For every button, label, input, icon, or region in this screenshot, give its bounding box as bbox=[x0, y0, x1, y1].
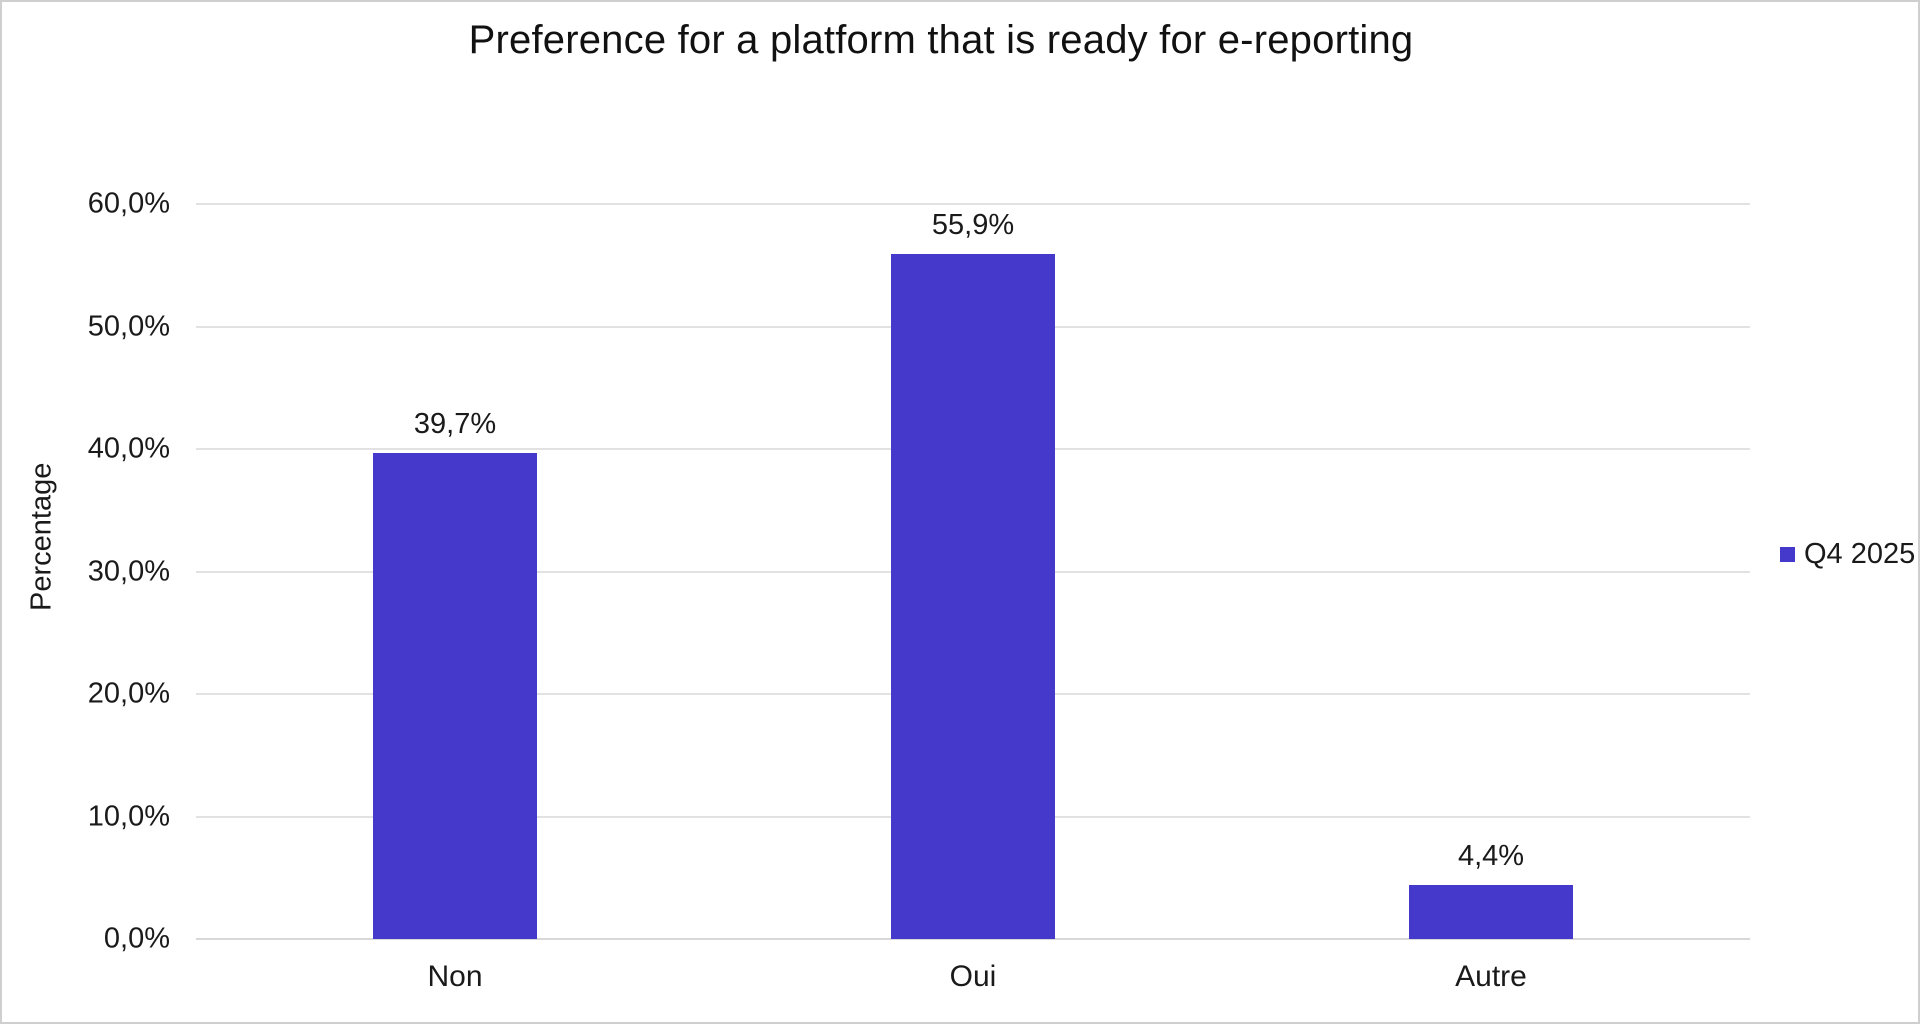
bar-value-label: 55,9% bbox=[931, 209, 1015, 242]
y-tick-label: 30,0% bbox=[87, 555, 170, 587]
gridline bbox=[196, 938, 1750, 940]
x-axis-label-non: Non bbox=[427, 960, 483, 993]
chart-title: Preference for a platform that is ready … bbox=[468, 18, 1414, 62]
bar-non bbox=[373, 452, 537, 939]
y-axis-tick-labels: 0,0% 10,0% 20,0% 30,0% 40,0% 50,0% 60,0% bbox=[2, 188, 172, 955]
y-tick-label: 40,0% bbox=[87, 432, 170, 465]
x-axis-label-oui: Oui bbox=[949, 960, 997, 993]
y-tick-label: 50,0% bbox=[87, 310, 170, 342]
gridline bbox=[196, 203, 1750, 205]
x-axis-label-autre: Autre bbox=[1455, 960, 1527, 993]
bar-oui bbox=[891, 254, 1055, 939]
bar-group-autre: 4,4% Autre bbox=[1232, 204, 1750, 993]
bar-value-label: 4,4% bbox=[1457, 840, 1525, 873]
y-tick-label: 60,0% bbox=[87, 187, 170, 220]
y-tick-label: 20,0% bbox=[87, 677, 170, 710]
plot-area: 39,7% Non 55,9% Oui 4,4% Autre bbox=[196, 204, 1750, 993]
y-tick-label: 0,0% bbox=[103, 922, 170, 955]
bar-group-non: 39,7% Non bbox=[196, 204, 714, 993]
bar-autre bbox=[1409, 885, 1573, 939]
y-tick-label: 10,0% bbox=[87, 800, 170, 832]
legend-label: Q4 2025 bbox=[1804, 538, 1916, 570]
legend-swatch-icon bbox=[1780, 547, 1795, 562]
legend: Q4 2025 bbox=[1780, 538, 1915, 571]
bar-group-oui: 55,9% Oui bbox=[714, 204, 1232, 993]
bar-value-label: 39,7% bbox=[413, 407, 497, 440]
